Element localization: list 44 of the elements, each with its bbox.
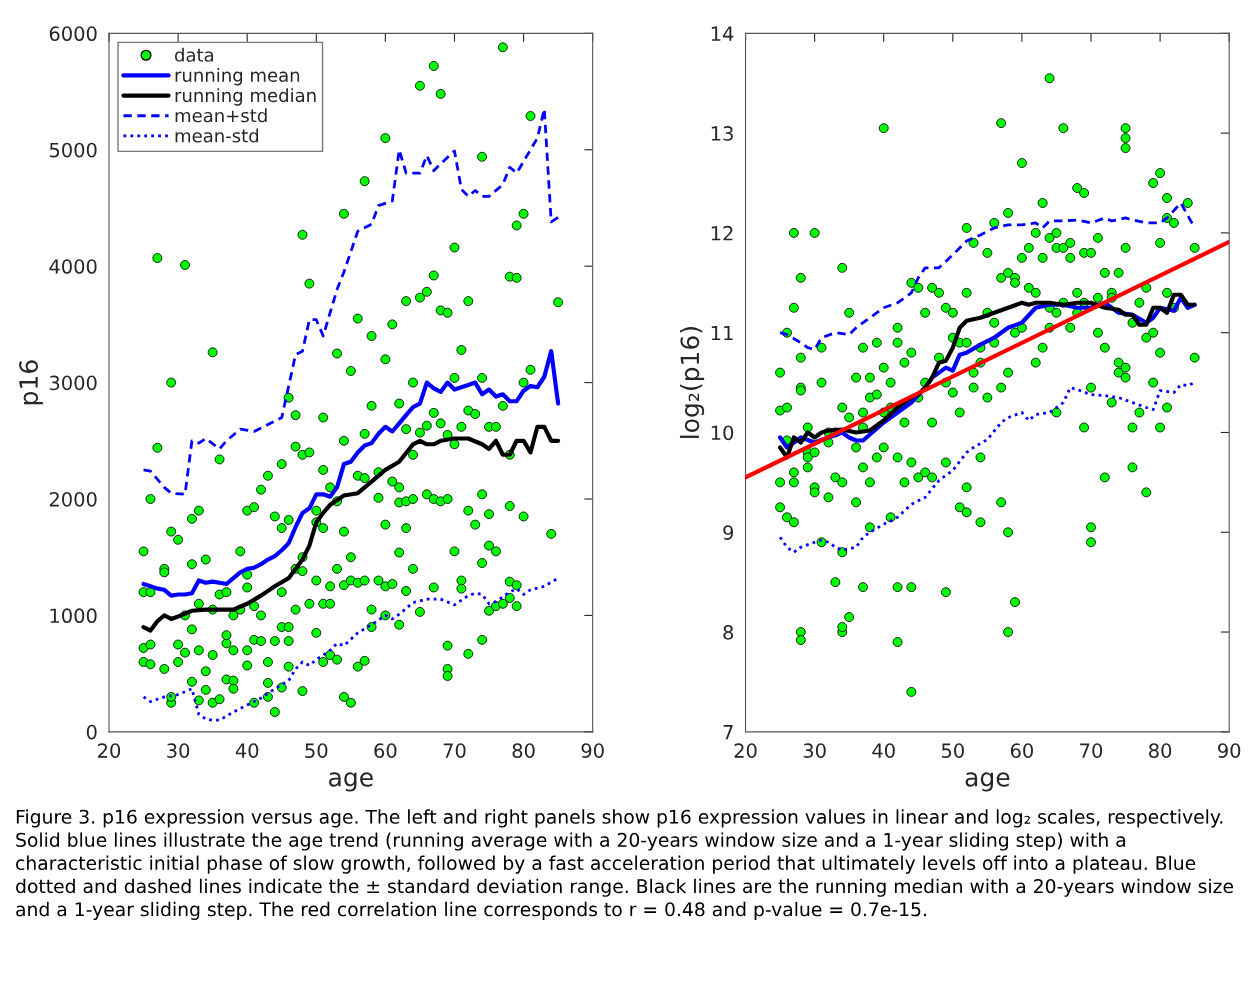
- y-tick-label: 10: [711, 425, 734, 441]
- legend-label: running mean: [175, 67, 300, 86]
- x-tick-label: 40: [235, 743, 259, 758]
- x-tick-label: 80: [1149, 743, 1172, 758]
- x-axis-title: age: [329, 772, 373, 792]
- x-tick-label: 50: [941, 743, 964, 758]
- y-tick-label: 5000: [49, 142, 97, 158]
- x-tick-label: 60: [1010, 743, 1033, 758]
- y-tick-label: 6000: [49, 26, 97, 42]
- y-tick-label: 14: [711, 26, 734, 41]
- x-tick-label: 70: [443, 743, 466, 758]
- x-tick-label: 20: [734, 743, 757, 758]
- x-tick-label: 20: [98, 743, 121, 758]
- x-tick-label: 60: [374, 743, 397, 758]
- y-tick-label: 8: [723, 625, 734, 640]
- x-tick-label: 30: [803, 743, 826, 758]
- legend-label: mean+std: [175, 108, 267, 123]
- x-tick-label: 90: [1218, 743, 1241, 758]
- line-series: [141, 424, 561, 633]
- x-tick-label: 30: [167, 743, 190, 758]
- legend-label: mean-std: [175, 128, 259, 143]
- y-tick-label: 7: [723, 725, 733, 740]
- y-axis-title: p16: [19, 360, 43, 405]
- y-tick-label: 11: [711, 325, 733, 341]
- y-tick-label: 4000: [49, 259, 97, 274]
- y-axis-title: log₂(p16): [679, 327, 705, 438]
- y-tick-label: 0: [86, 724, 97, 740]
- line-series: [142, 576, 560, 722]
- y-tick-label: 1000: [50, 608, 97, 624]
- legend-label: running median: [175, 88, 316, 106]
- line-series: [141, 349, 561, 598]
- x-tick-label: 80: [512, 743, 535, 758]
- y-tick-label: 2000: [49, 491, 97, 507]
- caption: Figure 3. p16 expression versus age. The left and right panels show p16 expression values in linear and log₂ scales, respectively. Solid blue lines illustrate the age trend (running average with a 20-years window size and a 1-year sliding step) with a characteristic initial phase of slow growth, followed by a fast acceleration period that ultimately levels off into a plateau. Blue dotted and dashed lines indicate the ± standard deviation range. Black lines are the running median with a 20-years window size and a 1-year sliding step. The red correlation line corresponds to r = 0.48 and p-value = 0.7e-15.: [16, 809, 1233, 920]
- y-tick-label: 12: [711, 225, 733, 241]
- x-tick-label: 90: [581, 743, 604, 758]
- x-tick-label: 50: [305, 743, 328, 758]
- y-tick-label: 13: [711, 126, 733, 141]
- x-tick-label: 70: [1080, 743, 1103, 758]
- legend-label: data: [175, 47, 214, 62]
- y-tick-label: 9: [723, 525, 734, 540]
- x-tick-label: 40: [872, 743, 895, 758]
- x-axis-title: age: [965, 772, 1010, 792]
- y-tick-label: 3000: [49, 375, 97, 391]
